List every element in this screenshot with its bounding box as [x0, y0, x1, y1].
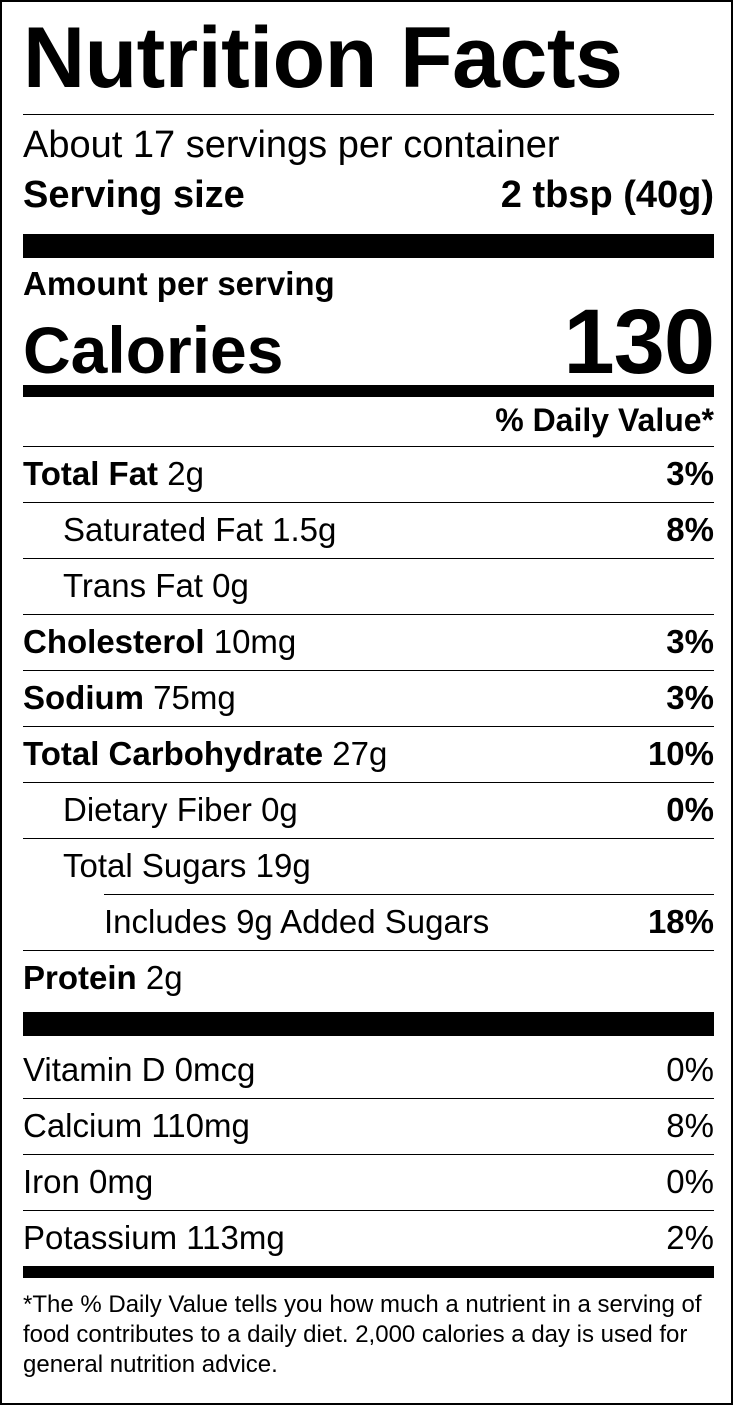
divider-medium [23, 385, 714, 397]
amount-per-serving: Amount per serving [23, 265, 335, 302]
nutrient-row-dietary-fiber: Dietary Fiber 0g 0% [23, 782, 714, 838]
divider-thin [23, 726, 714, 727]
calories-row: Calories 130 [23, 291, 715, 393]
divider-thin [23, 114, 714, 115]
nutrient-amount: 75mg [153, 679, 236, 716]
vitamin-row-potassium: Potassium 113mg 2% [23, 1210, 714, 1266]
serving-size-value: 2 tbsp (40g) [500, 174, 714, 216]
nutrient-name: Includes 9g Added Sugars [104, 903, 490, 940]
nutrient-row-sodium: Sodium 75mg 3% [23, 670, 714, 726]
calories-value: 130 [563, 291, 715, 393]
nutrient-row-trans-fat: Trans Fat 0g [23, 558, 714, 614]
nutrient-name: Saturated Fat [63, 511, 263, 548]
vitamin-dv: 0% [666, 1163, 714, 1200]
divider-thin-indented [104, 894, 714, 895]
nutrient-dv: 3% [666, 623, 714, 660]
serving-size-row: Serving size 2 tbsp (40g) [23, 172, 714, 218]
vitamin-text: Iron 0mg [23, 1163, 154, 1200]
nutrient-amount: 19g [255, 847, 311, 884]
vitamin-row-calcium: Calcium 110mg 8% [23, 1098, 714, 1154]
nutrient-amount: 2g [167, 455, 204, 492]
vitamin-row-vitamin-d: Vitamin D 0mcg 0% [23, 1042, 714, 1098]
divider-thin [23, 950, 714, 951]
divider-thin [23, 782, 714, 783]
nutrient-dv: 3% [666, 455, 714, 492]
nutrient-amount: 0g [212, 567, 249, 604]
divider-thin [23, 446, 714, 447]
nutrient-row-total-carbohydrate: Total Carbohydrate 27g 10% [23, 726, 714, 782]
vitamin-text: Potassium 113mg [23, 1219, 285, 1256]
nutrient-name: Total Sugars [63, 847, 247, 884]
nutrient-row-saturated-fat: Saturated Fat 1.5g 8% [23, 502, 714, 558]
nutrient-amount: 27g [332, 735, 388, 772]
divider-thin [23, 1098, 714, 1099]
daily-value-header: % Daily Value* [495, 402, 714, 438]
divider-thin [23, 502, 714, 503]
divider-thin [23, 614, 714, 615]
footnote: *The % Daily Value tells you how much a … [23, 1291, 702, 1378]
vitamin-row-iron: Iron 0mg 0% [23, 1154, 714, 1210]
calories-label: Calories [23, 313, 284, 387]
divider-thin [23, 838, 714, 839]
servings-per-container: About 17 servings per container [23, 124, 560, 166]
nutrient-amount: 1.5g [272, 511, 337, 548]
nutrient-amount: 2g [145, 959, 183, 996]
nutrient-name: Trans Fat [63, 567, 203, 604]
nutrient-name: Cholesterol [23, 623, 205, 660]
nutrient-name: Dietary Fiber [63, 791, 252, 828]
divider-thick [23, 234, 714, 258]
nutrient-name: Total Fat [23, 455, 159, 492]
nutrient-row-total-sugars: Total Sugars 19g [23, 838, 714, 894]
divider-thick [23, 1012, 714, 1036]
nutrient-name: Protein [23, 959, 137, 996]
nutrient-row-added-sugars: Includes 9g Added Sugars 18% [23, 894, 714, 950]
nutrient-dv: 10% [647, 735, 714, 772]
serving-size-label: Serving size [23, 174, 245, 216]
nutrient-name: Total Carbohydrate [23, 735, 324, 772]
vitamin-text: Calcium 110mg [23, 1107, 250, 1144]
nutrient-dv: 0% [666, 791, 714, 828]
nutrient-row-protein: Protein 2g [23, 950, 714, 1006]
vitamin-text: Vitamin D 0mcg [23, 1051, 256, 1088]
divider-thin [23, 558, 714, 559]
label-title: Nutrition Facts [23, 10, 623, 106]
vitamin-dv: 2% [666, 1219, 714, 1256]
divider-thin [23, 670, 714, 671]
vitamin-dv: 8% [666, 1107, 714, 1144]
divider-thin [23, 1154, 714, 1155]
nutrient-row-total-fat: Total Fat 2g 3% [23, 446, 714, 502]
nutrient-dv: 3% [666, 679, 714, 716]
nutrient-amount: 0g [261, 791, 298, 828]
vitamin-dv: 0% [666, 1051, 714, 1088]
nutrient-name: Sodium [23, 679, 144, 716]
nutrient-dv: 8% [666, 511, 714, 548]
divider-thin [23, 1210, 714, 1211]
nutrient-row-cholesterol: Cholesterol 10mg 3% [23, 614, 714, 670]
nutrient-amount: 10mg [213, 623, 297, 660]
nutrient-dv: 18% [647, 903, 714, 940]
divider-medium [23, 1266, 714, 1278]
